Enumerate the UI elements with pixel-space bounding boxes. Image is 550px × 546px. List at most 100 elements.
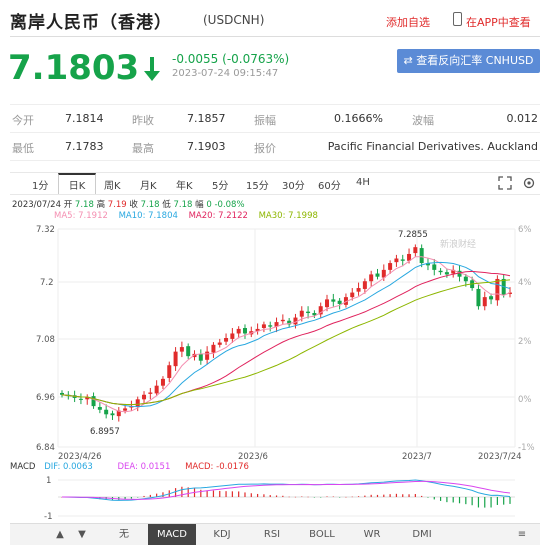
fullscreen-icon[interactable] xyxy=(498,176,512,190)
indicator-tab-dmi[interactable]: DMI xyxy=(412,529,432,540)
quote-stats: 今开 7.1814 昨收 7.1857 振幅 0.1666% 波幅 0.012 … xyxy=(10,104,540,161)
macd-bar xyxy=(244,492,246,497)
inverse-rate-button[interactable]: ⇄ 查看反向汇率 CNHUSD xyxy=(397,49,540,73)
candlestick-chart[interactable]: 7.32 7.2 7.08 6.96 6.84 6% 4% 2% 0% -1% … xyxy=(10,222,540,462)
macd-bar xyxy=(364,495,366,497)
macd-bar xyxy=(187,487,189,497)
quote-timestamp: 2023-07-24 09:15:47 xyxy=(172,68,279,79)
amplitude-label: 振幅 xyxy=(254,114,276,127)
macd-bar xyxy=(301,496,303,497)
tab-60min[interactable]: 60分 xyxy=(318,181,341,192)
x-tick: 2023/4/26 xyxy=(58,452,102,462)
ma20-legend: MA20: 7.2122 xyxy=(188,211,248,221)
tab-monthly[interactable]: 月K xyxy=(140,181,157,192)
period-tabs: 1分 日K 周K 月K 年K 5分 15分 30分 60分 4H xyxy=(10,172,540,195)
candle xyxy=(78,393,83,405)
candle xyxy=(438,268,443,275)
macd-bar xyxy=(225,491,227,497)
macd-bar xyxy=(143,495,145,497)
macd-bar xyxy=(149,494,151,497)
tab-4h[interactable]: 4H xyxy=(356,177,370,188)
indicator-tabs: ▲ ▼ 无 MACD KDJ RSI BOLL WR DMI ≡ xyxy=(10,523,540,545)
indicator-tab-boll[interactable]: BOLL xyxy=(309,529,335,540)
macd-bar xyxy=(257,493,259,497)
min-annotation: 6.8957 xyxy=(90,427,120,437)
ohlc-header: 2023/07/24 开 7.18 高 7.19 收 7.18 低 7.18 幅… xyxy=(12,198,245,210)
candle xyxy=(343,293,348,308)
candle xyxy=(249,326,254,338)
macd-bar xyxy=(439,497,442,501)
y-right-tick: -1% xyxy=(518,443,535,453)
open-in-app-link[interactable]: 在APP中查看 xyxy=(466,16,531,29)
watermark: 新浪财经 xyxy=(440,238,476,250)
candle xyxy=(242,324,247,339)
ohlc-open: 7.18 xyxy=(74,200,94,210)
macd-bar xyxy=(313,497,315,498)
ohlc-high: 7.19 xyxy=(107,200,127,210)
macd-bar xyxy=(376,494,379,497)
indicator-tab-none[interactable]: 无 xyxy=(119,529,129,540)
macd-bar xyxy=(389,494,391,497)
macd-bar xyxy=(421,495,423,497)
candle xyxy=(331,293,336,307)
candle xyxy=(91,392,96,409)
tab-daily[interactable]: 日K xyxy=(58,173,96,194)
tab-yearly[interactable]: 年K xyxy=(176,181,193,192)
macd-y-tick: 1 xyxy=(46,476,51,486)
macd-bar xyxy=(433,497,435,500)
macd-bar xyxy=(156,493,158,497)
y-right-tick: 6% xyxy=(518,225,532,235)
candle xyxy=(167,361,172,383)
header-divider xyxy=(10,36,540,37)
macd-chart[interactable]: 1 -1 xyxy=(10,472,540,522)
macd-bar xyxy=(477,497,480,508)
ohlc-change-label: 幅 xyxy=(195,200,204,210)
prev-close-value: 7.1857 xyxy=(187,112,226,125)
settings-icon[interactable] xyxy=(522,176,536,190)
indicator-tab-wr[interactable]: WR xyxy=(363,529,381,540)
macd-bar xyxy=(490,497,492,508)
tab-5min[interactable]: 5分 xyxy=(212,181,229,192)
low-value: 7.1783 xyxy=(65,140,104,153)
macd-bar xyxy=(212,490,215,497)
x-tick: 2023/7 xyxy=(402,452,432,462)
add-watchlist-link[interactable]: 添加自选 xyxy=(386,16,430,29)
page-title: 离岸人民币（香港） xyxy=(10,13,172,33)
indicator-tab-macd[interactable]: MACD xyxy=(148,524,196,545)
candle xyxy=(60,390,64,398)
macd-bar xyxy=(288,496,290,498)
macd-bar xyxy=(332,496,334,498)
macd-bar xyxy=(452,497,454,503)
play-right-icon[interactable]: ▼ xyxy=(78,529,86,540)
ohlc-high-label: 高 xyxy=(96,200,106,210)
ohlc-open-label: 开 xyxy=(63,200,73,210)
macd-bar xyxy=(339,497,341,498)
tab-weekly[interactable]: 周K xyxy=(104,181,121,192)
candle xyxy=(280,314,285,324)
candle xyxy=(268,321,273,332)
candle xyxy=(306,306,311,319)
tab-30min[interactable]: 30分 xyxy=(282,181,305,192)
high-label: 最高 xyxy=(132,142,154,155)
y-tick: 6.96 xyxy=(36,393,55,403)
play-left-icon[interactable]: ▲ xyxy=(56,529,64,540)
ma30-legend: MA30: 7.1998 xyxy=(258,211,318,221)
candle xyxy=(104,404,109,419)
indicator-tab-rsi[interactable]: RSI xyxy=(263,529,281,540)
macd-bar xyxy=(263,494,265,497)
ma5-line xyxy=(61,256,511,413)
macd-bar xyxy=(326,496,328,497)
macd-bar xyxy=(458,497,461,504)
tab-1min[interactable]: 1分 xyxy=(32,181,49,192)
candle xyxy=(425,258,430,271)
tab-15min[interactable]: 15分 xyxy=(246,181,269,192)
ohlc-close-label: 收 xyxy=(129,200,138,210)
candle xyxy=(224,333,229,346)
volatility-label: 波幅 xyxy=(412,114,434,127)
candle xyxy=(388,260,393,274)
menu-icon[interactable]: ≡ xyxy=(517,529,527,540)
candle xyxy=(400,254,405,267)
candle xyxy=(116,407,121,422)
macd-bar xyxy=(238,491,240,497)
indicator-tab-kdj[interactable]: KDJ xyxy=(213,529,231,540)
